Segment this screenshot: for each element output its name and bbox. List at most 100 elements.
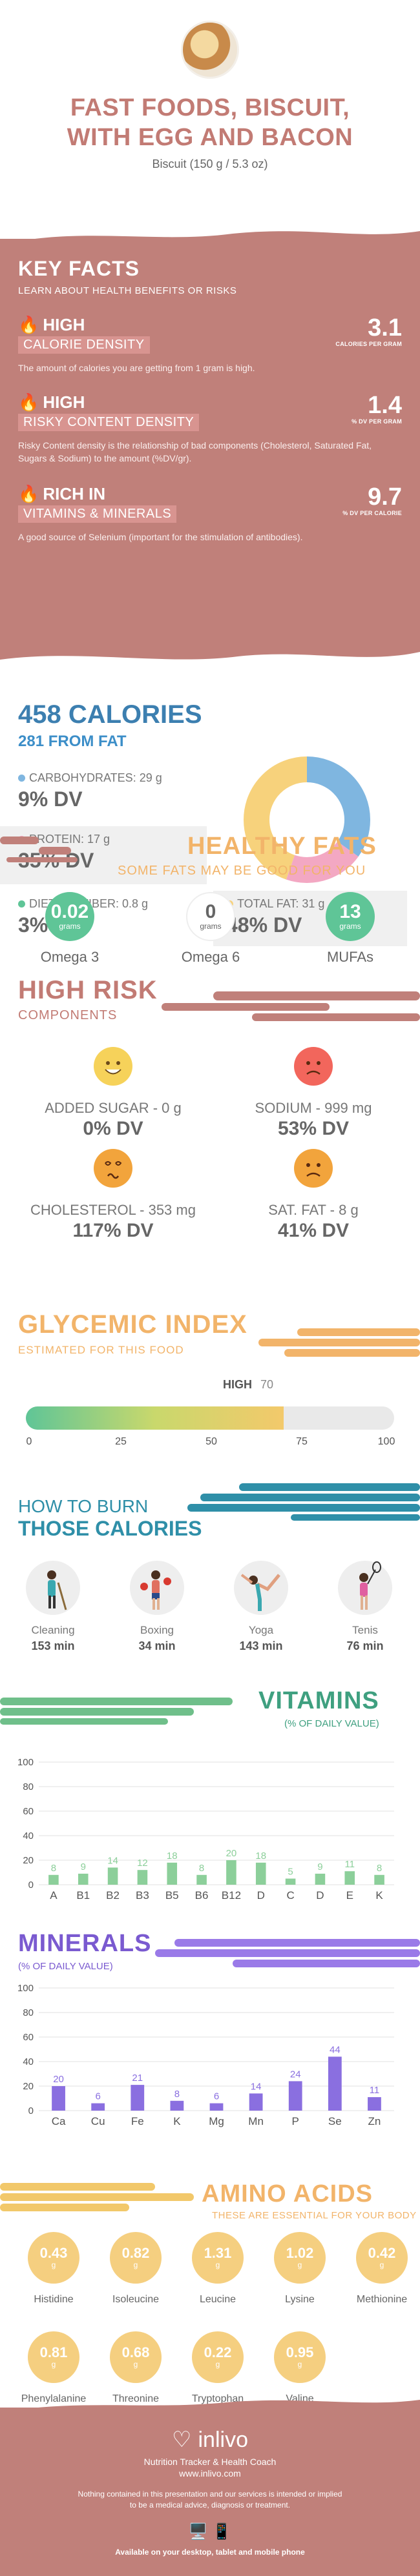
mineral-value-label: 24 — [290, 2069, 301, 2080]
fat-value: 0 — [205, 901, 216, 922]
macro-label: TOTAL FAT: 31 g — [237, 897, 325, 910]
burn-value: 76 min — [346, 1639, 384, 1652]
mineral-y-tick: 0 — [28, 2105, 34, 2116]
amino-label: Lysine — [285, 2294, 315, 2305]
amino-value: 0.81 — [39, 2344, 68, 2360]
heart-logo-icon: ♡ — [172, 2428, 192, 2452]
footer-brand: ♡ inlivo — [0, 2427, 420, 2453]
burn-title-1: HOW TO BURN — [18, 1496, 149, 1516]
amino-item: 0.68 g Threonine — [100, 2331, 171, 2405]
mineral-category-label: Fe — [131, 2115, 144, 2127]
burn-label: Boxing — [140, 1624, 174, 1636]
boxing-icon — [130, 1561, 184, 1615]
burn-label: Tenis — [352, 1624, 378, 1636]
amino-badge: 0.68 g — [110, 2331, 162, 2383]
footer-url[interactable]: www.inlivo.com — [179, 2468, 241, 2479]
vitamin-y-tick: 40 — [23, 1831, 34, 1841]
vitamin-value-label: 18 — [167, 1851, 178, 1861]
vitamin-bar — [374, 1874, 384, 1885]
amino-value: 0.43 — [39, 2245, 68, 2261]
wave-divider-bottom — [0, 645, 420, 660]
amino-value: 0.42 — [368, 2245, 396, 2261]
flame-icon: 🔥 — [18, 392, 39, 412]
vitamin-bar — [167, 1862, 178, 1885]
fact-calorie-density: 🔥 HIGH CALORIE DENSITY The amount of calo… — [18, 315, 402, 374]
amino-item: 0.42 g Methionine — [346, 2232, 417, 2306]
vitamin-category-label: B12 — [222, 1889, 241, 1902]
mineral-value-label: 6 — [95, 2091, 100, 2102]
vitamin-value-label: 18 — [255, 1851, 266, 1861]
amino-badge: 0.42 g — [356, 2232, 408, 2284]
amino-unit: g — [297, 2260, 302, 2269]
vitamin-bar — [137, 1870, 148, 1885]
amino-badge: 1.31 g — [192, 2232, 244, 2284]
burn-stripe-decoration — [187, 1483, 420, 1521]
minerals-stripe-decoration — [155, 1939, 420, 1967]
key-facts-title: KEY FACTS — [18, 257, 140, 280]
amino-item: 0.43 g Histidine — [18, 2232, 89, 2306]
fact-value: 3.1 — [368, 314, 402, 341]
glycemic-level: HIGH — [223, 1378, 252, 1391]
mineral-category-label: P — [292, 2115, 299, 2127]
minerals-subtitle: (% OF DAILY VALUE) — [18, 1961, 113, 1972]
healthy-fats-subtitle: SOME FATS MAY BE GOOD FOR YOU — [118, 864, 366, 878]
glycemic-tick: 25 — [115, 1436, 127, 1447]
vitamin-y-tick: 0 — [28, 1880, 34, 1891]
fact-unit: % DV PER CALORIE — [342, 510, 402, 516]
fat-circle-omega3: 0.02 grams — [45, 892, 94, 941]
amino-label: Histidine — [34, 2294, 74, 2305]
vitamin-category-label: D — [316, 1889, 324, 1902]
minerals-bar-chart: 0 20 40 60 80 100 20 Ca 6 Cu 21 Fe 8 K 6 Mg 14 Mn 24 P 44 Se 1… — [17, 1983, 394, 2127]
amino-unit: g — [133, 2360, 138, 2369]
vitamin-category-label: E — [346, 1889, 353, 1902]
key-facts-section: KEY FACTS LEARN ABOUT HEALTH BENEFITS OR… — [0, 239, 420, 652]
macro-donut-chart — [244, 756, 370, 883]
amino-value: 0.95 — [286, 2344, 314, 2360]
mineral-category-label: Ca — [52, 2115, 66, 2127]
macro-label: PROTEIN: 17 g — [29, 833, 110, 846]
vitamin-value-label: 8 — [51, 1863, 56, 1874]
fact-risky-content: 🔥 HIGH RISKY CONTENT DENSITY Risky Conten… — [18, 392, 402, 465]
vitamin-bar — [315, 1873, 326, 1885]
mineral-bar — [170, 2100, 184, 2111]
fact-value-box: 9.7 % DV PER CALORIE — [342, 484, 402, 516]
amino-value: 0.68 — [121, 2344, 150, 2360]
amino-item: 1.02 g Lysine — [264, 2232, 335, 2306]
burn-boxing: Boxing 34 min — [112, 1561, 202, 1653]
high-risk-subtitle: COMPONENTS — [18, 1008, 118, 1022]
fat-label-mufas: MUFAs — [326, 949, 374, 965]
vitamins-title: VITAMINS — [258, 1687, 379, 1714]
donut-slice-fat — [244, 756, 370, 883]
amino-item: 1.31 g Leucine — [182, 2232, 253, 2306]
title-line-1: FAST FOODS, BISCUIT, — [70, 94, 350, 121]
risk-added-sugar: ADDED SUGAR - 0 g 0% DV — [16, 1047, 210, 1140]
burn-value: 153 min — [31, 1639, 75, 1652]
disclaimer-line-2: to be a medical advice, diagnosis or tre… — [129, 2500, 291, 2510]
amino-unit: g — [215, 2260, 220, 2269]
burn-value: 34 min — [138, 1639, 176, 1652]
fact-value: 9.7 — [368, 483, 402, 511]
serving-size: Biscuit (150 g / 5.3 oz) — [152, 157, 268, 170]
mineral-bar — [328, 2056, 342, 2111]
burn-cleaning: Cleaning 153 min — [8, 1561, 98, 1653]
glycemic-stripe-decoration — [258, 1328, 420, 1357]
mineral-bar — [91, 2103, 105, 2111]
vitamin-bar — [255, 1862, 266, 1885]
vitamin-bar — [78, 1873, 89, 1885]
fat-circle-mufas: 13 grams — [326, 892, 375, 941]
risk-cholesterol: CHOLESTEROL - 353 mg 117% DV — [16, 1149, 210, 1242]
fat-value: 0.02 — [50, 901, 89, 922]
amino-label: Leucine — [199, 2294, 236, 2305]
macro-label: CARBOHYDRATES: 29 g — [29, 771, 162, 784]
mineral-bar — [131, 2085, 145, 2111]
fact-label: VITAMINS & MINERALS — [18, 505, 177, 523]
tennis-icon — [338, 1561, 392, 1615]
amino-badge: 1.02 g — [274, 2232, 326, 2284]
vitamin-category-label: K — [375, 1889, 383, 1902]
fat-circle-omega6: 0 grams — [186, 892, 235, 941]
amino-value: 0.82 — [121, 2245, 150, 2261]
amino-item: 0.81 g Phenylalanine — [18, 2331, 89, 2405]
risk-dv: 117% DV — [72, 1220, 154, 1241]
header: FAST FOODS, BISCUIT, WITH EGG AND BACON … — [0, 21, 420, 208]
vitamin-category-label: B5 — [165, 1889, 179, 1902]
